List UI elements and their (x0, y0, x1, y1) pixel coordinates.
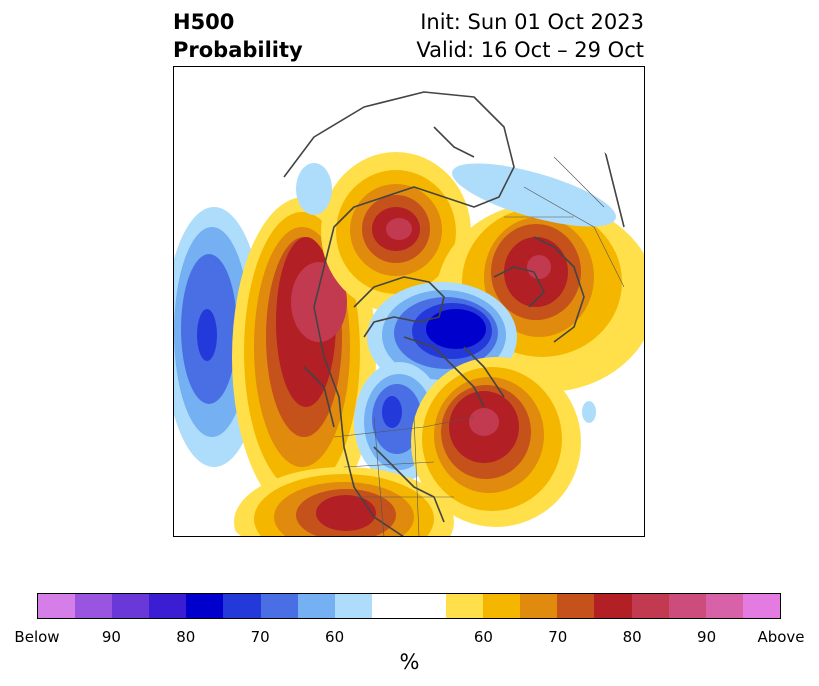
mexico-above-anomaly (234, 467, 454, 536)
colorbar (37, 593, 781, 619)
colorbar-cell (260, 594, 298, 618)
colorbar-cell (446, 594, 484, 618)
colorbar-tick-label: 70 (250, 628, 270, 646)
colorbar-cell (557, 594, 595, 618)
colorbar-cell (334, 594, 372, 618)
colorbar-tick-label: 90 (101, 628, 121, 646)
title-right: Init: Sun 01 Oct 2023 Valid: 16 Oct – 29… (416, 8, 644, 64)
colorbar-cell (742, 594, 780, 618)
colorbar-tick-label: 80 (176, 628, 196, 646)
colorbar-cell (631, 594, 669, 618)
colorbar-tick-label: Below (14, 628, 60, 646)
colorbar-cell (149, 594, 187, 618)
valid-range: Valid: 16 Oct – 29 Oct (416, 38, 644, 62)
title-quantity: Probability (173, 38, 303, 62)
colorbar-cell (520, 594, 558, 618)
colorbar-tick-label: 60 (325, 628, 345, 646)
map-panel (173, 66, 645, 537)
title-variable: H500 (173, 10, 235, 34)
atlantic-above-anomaly (411, 357, 581, 527)
probability-map (174, 67, 644, 536)
colorbar-cell (594, 594, 632, 618)
colorbar-cell (483, 594, 521, 618)
siberia-below-anomaly (296, 163, 616, 423)
greenland-south-above-anomaly (321, 152, 471, 312)
alaska-above-anomaly (232, 197, 376, 517)
colorbar-cell (75, 594, 113, 618)
colorbar-tick-labels: Below 90 80 70 60 60 70 80 90 Above (0, 628, 819, 648)
colorbar-cell (38, 594, 76, 618)
colorbar-tick-label: Above (757, 628, 805, 646)
colorbar-cell (668, 594, 706, 618)
colorbar-tick-label: 60 (473, 628, 493, 646)
colorbar-cell (297, 594, 335, 618)
colorbar-cell (186, 594, 224, 618)
colorbar-tick-label: 70 (548, 628, 568, 646)
title-left: H500 Probability (173, 8, 303, 64)
colorbar-tick-label: 80 (622, 628, 642, 646)
colorbar-cell (705, 594, 743, 618)
colorbar-cell (223, 594, 261, 618)
init-date: Init: Sun 01 Oct 2023 (420, 10, 644, 34)
colorbar-tick-label: 90 (697, 628, 717, 646)
colorbar-cell (371, 594, 409, 618)
borders (333, 156, 625, 536)
colorbar-unit-label: % (399, 650, 420, 674)
colorbar-cell (408, 594, 447, 618)
colorbar-cell (112, 594, 150, 618)
